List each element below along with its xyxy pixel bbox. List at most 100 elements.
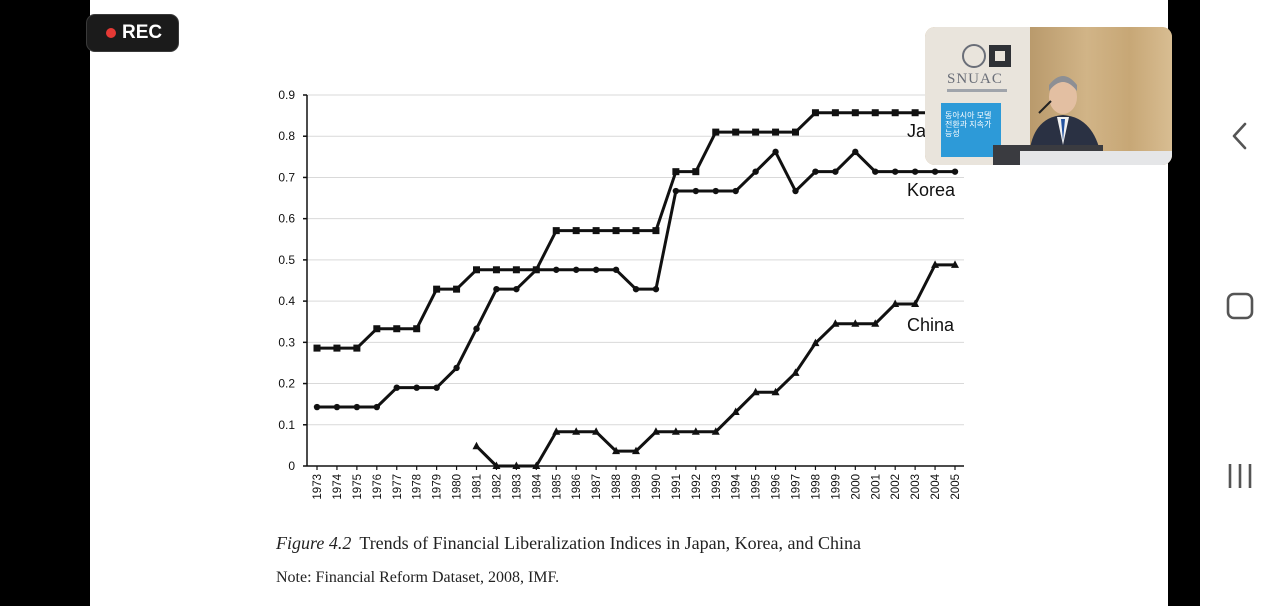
data-point-japan <box>752 128 760 136</box>
recording-indicator[interactable]: REC <box>86 14 179 52</box>
x-tick-label: 1981 <box>472 474 484 500</box>
data-point-korea <box>433 384 440 391</box>
x-tick-label: 1973 <box>312 474 324 500</box>
x-tick-label: 1995 <box>751 474 763 500</box>
data-point-korea <box>891 168 899 175</box>
data-point-japan <box>413 325 421 333</box>
data-point-china <box>791 368 800 376</box>
data-point-korea <box>473 325 480 332</box>
data-point-korea <box>951 168 959 175</box>
data-point-japan <box>732 128 740 136</box>
data-point-korea <box>911 168 919 175</box>
recents-button[interactable] <box>1200 460 1280 492</box>
x-tick-label: 1985 <box>551 474 563 500</box>
x-tick-label: 2000 <box>850 474 862 500</box>
x-tick-label: 1993 <box>711 474 723 500</box>
data-point-korea <box>672 187 680 195</box>
data-point-japan <box>552 227 560 235</box>
data-point-japan <box>831 109 839 117</box>
snuac-emblem-icon <box>962 44 1011 68</box>
speaker-video-overlay[interactable]: SNUAC 동아시아 모델 전환과 지속가능성 <box>925 27 1172 165</box>
data-point-korea <box>333 403 341 411</box>
data-point-japan <box>772 128 780 136</box>
x-tick-label: 2003 <box>910 474 922 500</box>
data-point-japan <box>373 325 381 333</box>
data-point-china <box>572 427 581 435</box>
data-point-japan <box>652 227 660 235</box>
data-point-korea <box>832 168 839 175</box>
data-point-china <box>931 260 940 268</box>
podium-front <box>1020 151 1172 165</box>
data-point-china <box>472 441 481 450</box>
speaker-figure <box>1029 76 1101 155</box>
data-point-korea <box>572 266 580 273</box>
x-tick-label: 2004 <box>930 473 942 499</box>
book-cover: 동아시아 모델 전환과 지속가능성 <box>941 103 1001 157</box>
data-point-korea <box>692 187 700 195</box>
data-point-japan <box>692 168 700 176</box>
data-point-japan <box>512 266 520 274</box>
y-tick-label: 0 <box>288 459 295 473</box>
home-button[interactable] <box>1200 290 1280 322</box>
y-tick-label: 0.9 <box>278 88 295 102</box>
x-tick-label: 1992 <box>691 474 703 500</box>
data-point-korea <box>632 285 640 293</box>
data-point-korea <box>612 266 620 273</box>
y-tick-label: 0.4 <box>278 294 295 308</box>
y-tick-label: 0.5 <box>278 253 295 267</box>
three-bars-icon <box>1228 464 1252 488</box>
snuac-logo-text: SNUAC <box>947 71 1003 87</box>
data-point-china <box>951 260 959 268</box>
figure-note: Note: Financial Reform Dataset, 2008, IM… <box>276 569 560 586</box>
data-point-china <box>512 461 521 469</box>
x-tick-label: 1989 <box>631 474 643 500</box>
data-point-japan <box>333 344 341 352</box>
data-point-japan <box>811 109 819 117</box>
x-tick-label: 1997 <box>791 474 803 500</box>
data-point-china <box>492 461 501 469</box>
series-label-japan: Ja <box>907 121 927 141</box>
x-tick-label: 1998 <box>810 474 822 500</box>
x-tick-label: 2002 <box>890 474 902 500</box>
data-point-korea <box>772 148 779 156</box>
data-point-china <box>592 427 601 435</box>
x-tick-label: 1991 <box>671 474 683 500</box>
y-tick-label: 0.3 <box>278 335 295 349</box>
system-nav-bar <box>1200 0 1280 606</box>
data-point-japan <box>712 128 720 136</box>
y-tick-label: 0.7 <box>278 170 295 184</box>
data-point-korea <box>812 168 819 175</box>
y-tick-label: 0.2 <box>278 377 295 391</box>
data-point-china <box>711 427 720 435</box>
data-point-korea <box>712 187 719 195</box>
y-tick-label: 0.1 <box>278 418 295 432</box>
data-point-japan <box>592 227 600 235</box>
data-point-korea <box>852 148 859 156</box>
x-tick-label: 1980 <box>452 474 464 500</box>
data-point-japan <box>473 266 480 274</box>
x-tick-label: 1974 <box>332 473 344 499</box>
figure-caption-text: Trends of Financial Liberalization Indic… <box>359 533 862 553</box>
data-point-china <box>612 446 621 455</box>
data-point-china <box>651 427 660 435</box>
record-dot-icon <box>106 28 116 38</box>
x-tick-label: 1994 <box>731 473 743 499</box>
data-point-china <box>731 407 740 415</box>
data-point-china <box>771 387 780 396</box>
data-point-china <box>811 338 820 347</box>
logo-subline <box>947 89 1007 92</box>
data-point-japan <box>313 344 321 352</box>
data-point-japan <box>353 344 361 352</box>
data-point-china <box>751 387 760 396</box>
data-point-china <box>891 299 900 307</box>
x-tick-label: 2001 <box>870 474 882 500</box>
back-button[interactable] <box>1200 120 1280 152</box>
data-point-korea <box>493 285 500 293</box>
x-tick-label: 1988 <box>611 474 623 500</box>
data-point-korea <box>353 403 361 411</box>
data-point-korea <box>453 364 460 372</box>
x-tick-label: 1982 <box>491 474 503 500</box>
data-point-korea <box>931 168 939 175</box>
data-point-japan <box>672 168 680 176</box>
